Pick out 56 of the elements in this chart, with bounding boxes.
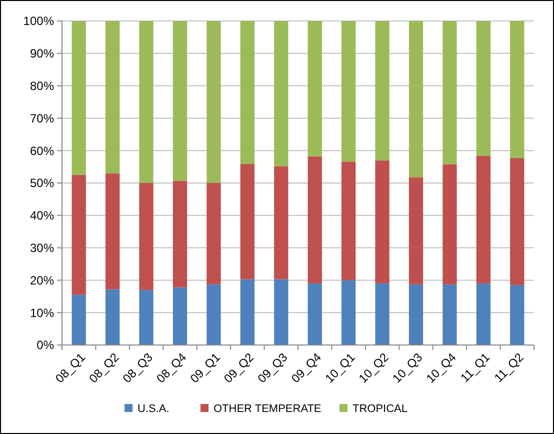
bar <box>72 21 86 175</box>
bar <box>375 160 390 284</box>
bar <box>274 166 288 280</box>
bar <box>105 21 120 174</box>
bar <box>206 21 221 183</box>
legend-label: TROPICAL <box>352 402 408 415</box>
bar <box>408 284 424 345</box>
y-tick-label: 70% <box>30 111 54 126</box>
bar <box>274 21 288 166</box>
bar <box>105 289 120 345</box>
bar <box>375 21 390 160</box>
bar <box>308 283 322 345</box>
bar <box>139 21 154 183</box>
bar <box>375 283 390 345</box>
bar <box>510 158 524 286</box>
bar <box>341 21 356 162</box>
bar <box>308 156 322 284</box>
bar <box>240 164 255 280</box>
bar <box>476 156 491 284</box>
bar <box>308 21 322 156</box>
y-tick-label: 10% <box>30 306 54 320</box>
y-tick-label: 80% <box>30 79 54 93</box>
bar <box>206 183 221 284</box>
bar <box>240 279 255 345</box>
bar <box>510 285 524 345</box>
bar <box>442 164 457 284</box>
bar <box>72 174 86 295</box>
y-tick-label: 100% <box>23 14 54 28</box>
y-tick-label: 20% <box>30 273 54 288</box>
y-tick-label: 60% <box>30 144 54 158</box>
bar <box>408 21 424 178</box>
bar <box>341 162 356 280</box>
bar <box>172 21 188 181</box>
bar <box>139 290 154 345</box>
bar <box>341 280 356 345</box>
y-tick-label: 90% <box>30 46 54 61</box>
bar <box>510 21 524 158</box>
y-tick-label: 40% <box>30 208 54 223</box>
bar <box>274 279 288 345</box>
y-tick-label: 0% <box>36 338 54 352</box>
legend-label: OTHER TEMPERATE <box>214 402 322 415</box>
bar <box>172 180 188 288</box>
bar <box>476 283 491 345</box>
y-tick-label: 50% <box>30 176 54 190</box>
legend-label: U.S.A. <box>138 402 170 415</box>
bar <box>139 183 154 290</box>
bar <box>408 177 424 284</box>
bar <box>105 173 120 290</box>
bar <box>206 284 221 345</box>
bar <box>476 21 491 156</box>
bar <box>442 284 457 345</box>
bar <box>72 294 86 345</box>
bar <box>442 21 457 164</box>
y-tick-label: 30% <box>30 241 54 255</box>
bar <box>240 21 255 164</box>
bar <box>172 287 188 345</box>
